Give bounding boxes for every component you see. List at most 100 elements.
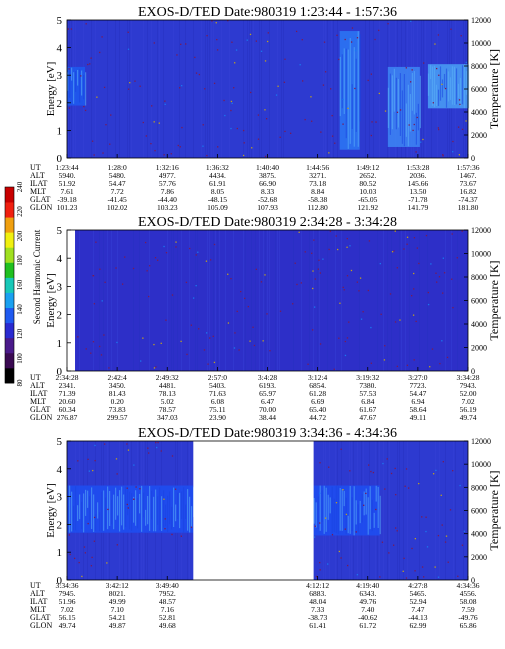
spectrogram-panel-1: EXOS-D/TED Date:980319 1:23:44 - 1:57:36… (30, 5, 501, 212)
spectrogram-speckle (246, 39, 248, 41)
spectrogram-speckle (90, 57, 92, 59)
ephemeris-value: 57.53 (359, 389, 376, 398)
spectrogram-speckle (434, 566, 436, 568)
spectrogram-speckle (93, 516, 96, 519)
ephemeris-value: 7.10 (111, 605, 124, 614)
ephemeris-value: 105.09 (207, 203, 228, 212)
spectrogram-striation (209, 230, 210, 371)
spectrogram-speckle (171, 455, 174, 457)
spectrogram-striation (399, 230, 400, 371)
spectrogram-speckle (446, 356, 449, 359)
spectrogram-speckle (133, 464, 135, 466)
spectrogram-speckle (233, 347, 236, 349)
spectrogram-band-streak (341, 489, 343, 531)
spectrogram-speckle (153, 367, 156, 369)
spectrogram-band-streak (73, 72, 75, 104)
spectrogram-speckle (103, 334, 105, 336)
spectrogram-speckle (379, 576, 381, 578)
spectrogram-speckle (213, 243, 216, 246)
spectrogram-speckle (94, 459, 96, 462)
ephemeris-value: 3:34:28 (457, 373, 480, 382)
spectrogram-speckle (406, 364, 409, 366)
spectrogram-speckle (158, 122, 160, 124)
ephemeris-value: 5465. (409, 589, 426, 598)
spectrogram-speckle (355, 531, 357, 533)
spectrogram-band-streak (429, 64, 432, 80)
spectrogram-speckle (233, 87, 235, 89)
colorbar-segment (5, 352, 14, 369)
spectrogram-striation (335, 230, 336, 371)
spectrogram-band-streak (67, 506, 69, 531)
ephemeris-value: 7.61 (60, 187, 73, 196)
ephemeris-row-label: ILAT (30, 597, 47, 606)
y2-tick-label: 10000 (471, 39, 491, 48)
ephemeris-value: 6.84 (361, 397, 374, 406)
spectrogram-speckle (277, 85, 279, 87)
spectrogram-striation (253, 20, 254, 158)
spectrogram-band-streak (119, 490, 121, 532)
spectrogram-speckle (418, 482, 420, 485)
spectrogram-speckle (386, 458, 388, 460)
spectrogram-band-streak (441, 79, 444, 98)
spectrogram-speckle (153, 121, 155, 123)
spectrogram-speckle (95, 241, 97, 243)
ephemeris-value: 4481. (159, 381, 176, 390)
spectrogram-speckle (460, 35, 462, 37)
spectrogram-striation (163, 20, 164, 158)
ephemeris-value: 66.90 (259, 179, 276, 188)
spectrogram-speckle (149, 265, 151, 267)
spectrogram-speckle (127, 31, 129, 33)
spectrogram-striation (195, 230, 196, 371)
ephemeris-value: 6193. (259, 381, 276, 390)
spectrogram-band-streak (315, 502, 317, 528)
spectrogram-speckle (116, 544, 118, 546)
spectrogram-speckle (93, 154, 95, 156)
ephemeris-value: 7.59 (461, 605, 474, 614)
spectrogram-speckle (354, 87, 356, 90)
spectrogram-speckle (322, 84, 325, 86)
ephemeris-row-label: GLON (30, 413, 52, 422)
spectrogram-band-streak (187, 489, 189, 531)
spectrogram-band-streak (449, 77, 452, 100)
spectrogram-band-streak (81, 501, 83, 530)
ephemeris-value: 6883. (309, 589, 326, 598)
ephemeris-value: 1:53:28 (406, 163, 429, 172)
ephemeris-value: 1:40:40 (256, 163, 279, 172)
ephemeris-value: 4:12:12 (306, 581, 329, 590)
y-tick-label: 0 (57, 153, 63, 165)
spectrogram-band-streak (67, 72, 69, 91)
spectrogram-speckle (101, 36, 103, 38)
spectrogram-band-streak (433, 65, 436, 108)
spectrogram-speckle (420, 141, 422, 143)
spectrogram-striation (243, 230, 244, 371)
ephemeris-value: -41.45 (107, 195, 127, 204)
ephemeris-value: 75.11 (209, 405, 226, 414)
spectrogram-speckle (164, 100, 166, 102)
spectrogram-striation (201, 20, 202, 158)
spectrogram-speckle (204, 88, 206, 90)
spectrogram-speckle (203, 349, 206, 351)
spectrogram-band-streak (143, 492, 145, 518)
ephemeris-value: 7.16 (161, 605, 174, 614)
spectrogram-speckle (127, 507, 129, 509)
spectrogram-speckle (206, 154, 208, 157)
spectrogram-speckle (416, 247, 418, 249)
y2-tick-label: 6000 (471, 507, 487, 516)
spectrogram-band-streak (355, 500, 357, 525)
colorbar-segment (5, 292, 14, 309)
spectrogram-speckle (195, 254, 197, 256)
spectrogram-speckle (266, 40, 269, 43)
spectrogram-band-streak (153, 496, 155, 532)
colorbar-segment (5, 232, 14, 248)
y2-tick-label: 12000 (471, 226, 491, 235)
ephemeris-value: 7.02 (60, 605, 73, 614)
spectrogram-band-streak (391, 75, 393, 130)
spectrogram-band-streak (185, 504, 187, 519)
spectrogram-speckle (461, 128, 464, 131)
spectrogram-speckle (320, 131, 322, 133)
ephemeris-value: 3:19:32 (356, 373, 379, 382)
spectrogram-speckle (442, 154, 444, 156)
spectrogram-band-streak (375, 485, 377, 502)
spectrogram-speckle (450, 28, 452, 30)
spectrogram-speckle (465, 120, 467, 122)
